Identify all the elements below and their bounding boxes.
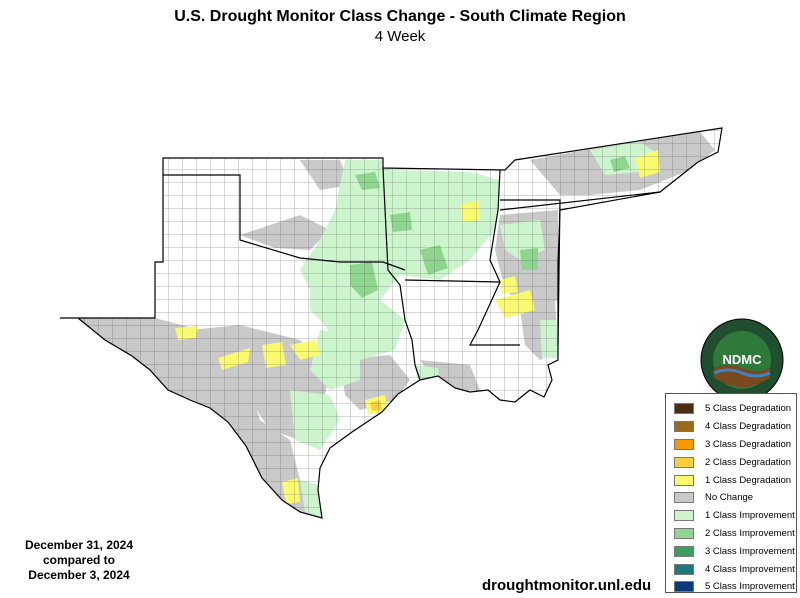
legend-item: 2 Class Improvement [674,525,796,543]
legend-label: 2 Class Improvement [705,527,795,539]
ndmc-logo: NDMC [700,318,784,402]
legend-label: 3 Class Improvement [705,545,795,557]
legend-label: 1 Class Degradation [705,474,792,486]
legend-swatch [674,403,694,415]
legend-swatch [674,438,694,450]
legend-item: 1 Class Degradation [674,471,796,489]
source-url: droughtmonitor.unl.edu [482,577,652,594]
legend-label: No Change [705,492,754,504]
legend-swatch [674,492,694,504]
legend-label: 4 Class Improvement [705,563,795,575]
legend-label: 5 Class Improvement [705,581,795,593]
legend-swatch [674,510,694,522]
legend-label: 1 Class Improvement [705,510,795,522]
logo-acronym: NDMC [723,352,763,367]
legend-swatch [674,581,694,593]
state-boundaries [60,127,723,519]
date-comparison: December 31, 2024 compared to December 3… [6,538,152,583]
legend-item: No Change [674,489,796,507]
legend-item: 1 Class Improvement [674,507,796,525]
legend: 5 Class Degradation 4 Class Degradation 3 … [665,393,797,593]
end-date: December 31, 2024 [24,538,134,552]
legend-label: 3 Class Degradation [705,438,792,450]
legend-item: 4 Class Degradation [674,418,796,436]
legend-swatch [674,545,694,557]
legend-label: 2 Class Degradation [705,456,792,468]
legend-label: 5 Class Degradation [705,403,792,415]
legend-swatch [674,421,694,433]
map-title: U.S. Drought Monitor Class Change - Sout… [174,8,626,25]
legend-item: 2 Class Degradation [674,453,796,471]
legend-item: 4 Class Improvement [674,560,796,578]
compared-to-label: compared to [42,553,115,567]
legend-swatch [674,563,694,575]
legend-swatch [674,527,694,539]
legend-label: 4 Class Degradation [705,421,792,433]
legend-item: 5 Class Improvement [674,578,796,596]
start-date: December 3, 2024 [28,568,130,582]
legend-item: 3 Class Degradation [674,436,796,454]
map-subtitle: 4 Week [374,28,426,45]
legend-item: 5 Class Degradation [674,400,796,418]
legend-swatch [674,474,694,486]
legend-item: 3 Class Improvement [674,542,796,560]
legend-swatch [674,456,694,468]
